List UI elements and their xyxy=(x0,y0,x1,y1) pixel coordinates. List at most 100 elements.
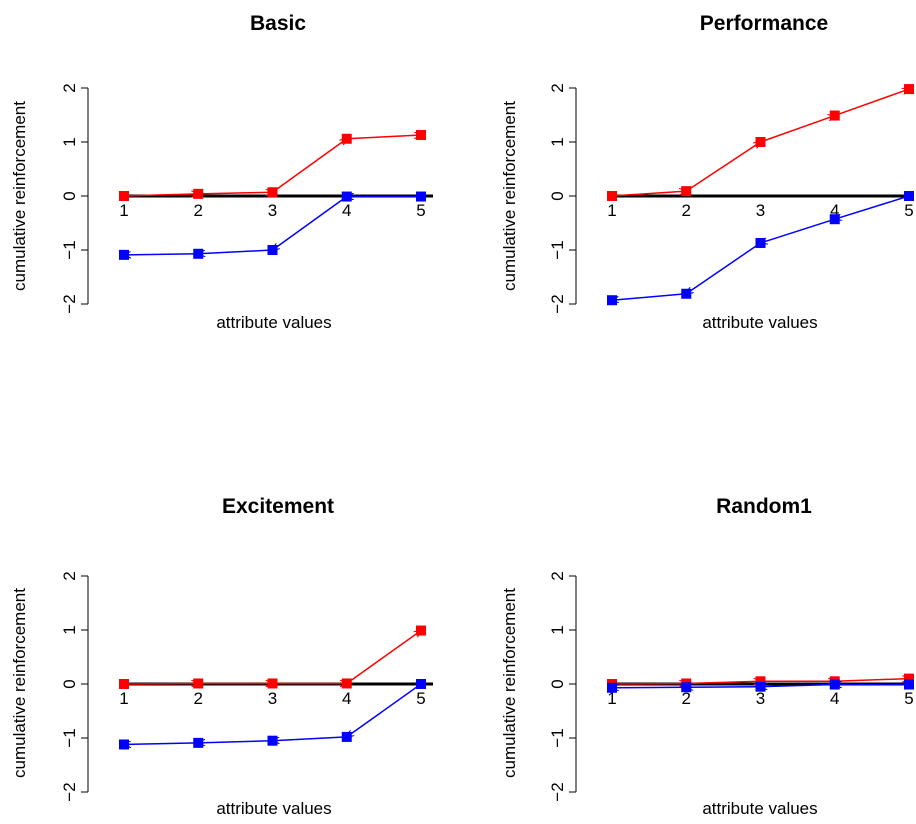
red-series-point xyxy=(416,625,426,636)
blue-series-point xyxy=(193,737,204,748)
blue-series-point xyxy=(904,679,914,690)
blue-series-point xyxy=(829,214,840,225)
red-series-point xyxy=(341,133,352,144)
red-series-point xyxy=(681,186,692,197)
y-tick-label: 1 xyxy=(548,137,567,146)
chart-title: Excitement xyxy=(222,495,334,518)
chart-panel-basic: Basic cumulative reinforcement attribute… xyxy=(10,12,433,332)
chart-title: Basic xyxy=(250,12,306,35)
y-tick-label: 0 xyxy=(548,191,567,200)
red-series-point xyxy=(193,678,204,689)
blue-series-arrow xyxy=(198,741,273,743)
blue-series-point xyxy=(341,191,352,202)
blue-series-point xyxy=(416,679,426,689)
blue-series-arrow xyxy=(761,685,835,687)
red-series-point xyxy=(193,188,204,199)
y-tick-label: 0 xyxy=(548,679,567,688)
blue-series-point xyxy=(755,681,766,692)
x-tick-label: 4 xyxy=(342,689,351,708)
blue-series-arrow xyxy=(124,254,199,255)
red-series-point xyxy=(829,110,840,121)
x-axis-label: attribute values xyxy=(216,799,331,818)
x-axis-label: attribute values xyxy=(702,313,817,332)
x-tick-label: 1 xyxy=(119,201,128,220)
x-tick-label: 2 xyxy=(682,201,691,220)
y-tick-label: −2 xyxy=(548,294,567,313)
blue-series-arrow xyxy=(198,249,273,254)
x-tick-label: 2 xyxy=(682,689,691,708)
red-series-point xyxy=(755,676,766,687)
x-tick-label: 3 xyxy=(268,201,277,220)
y-tick-label: −2 xyxy=(60,782,79,801)
y-tick-label: 0 xyxy=(60,191,79,200)
x-tick-label: 1 xyxy=(607,689,616,708)
blue-series-point xyxy=(681,288,692,299)
x-tick-label: 2 xyxy=(194,201,203,220)
red-series-point xyxy=(607,191,617,201)
blue-series-arrow xyxy=(273,195,348,250)
blue-series-arrow xyxy=(347,683,422,737)
blue-series-arrow xyxy=(124,743,199,745)
x-tick-label: 1 xyxy=(119,689,128,708)
red-series-point xyxy=(755,137,766,147)
red-series-arrow xyxy=(346,631,421,685)
x-tick-label: 5 xyxy=(904,201,913,220)
y-tick-label: −1 xyxy=(60,728,79,747)
x-tick-label: 4 xyxy=(830,689,839,708)
chart-panel-performance: Performance cumulative reinforcement att… xyxy=(500,12,914,332)
x-tick-label: 3 xyxy=(756,689,765,708)
red-series-arrow xyxy=(611,191,686,197)
blue-series-point xyxy=(267,735,278,746)
blue-series-point xyxy=(416,191,426,202)
blue-series-arrow xyxy=(686,687,761,688)
red-series-point xyxy=(341,678,352,689)
chart-panel-excitement: Excitement cumulative reinforcement attr… xyxy=(10,495,433,818)
red-series-arrow xyxy=(834,89,909,117)
x-tick-label: 2 xyxy=(194,689,203,708)
blue-series-arrow xyxy=(686,242,761,294)
y-tick-label: 2 xyxy=(60,83,79,92)
red-series-arrow xyxy=(685,142,760,192)
x-tick-label: 5 xyxy=(416,689,425,708)
chart-title: Performance xyxy=(700,12,828,35)
y-tick-label: −1 xyxy=(548,728,567,747)
x-tick-label: 3 xyxy=(756,201,765,220)
x-tick-label: 4 xyxy=(342,201,351,220)
x-tick-label: 4 xyxy=(830,201,839,220)
blue-series-arrow xyxy=(612,687,687,688)
y-axis-label: cumulative reinforcement xyxy=(10,588,29,778)
red-series-arrow xyxy=(834,679,909,682)
blue-series-arrow xyxy=(761,218,835,243)
y-tick-label: −2 xyxy=(548,782,567,801)
x-axis-label: attribute values xyxy=(702,799,817,818)
y-tick-label: 1 xyxy=(60,625,79,634)
blue-series-point xyxy=(681,682,692,693)
chart-panel-random1: Random1 cumulative reinforcement attribu… xyxy=(500,495,914,818)
blue-series-point xyxy=(904,191,914,201)
y-tick-label: 2 xyxy=(548,571,567,580)
blue-series-point xyxy=(267,245,278,255)
red-series-point xyxy=(267,187,278,198)
blue-series-point xyxy=(119,739,129,750)
red-series-arrow xyxy=(346,135,421,140)
x-tick-label: 1 xyxy=(607,201,616,220)
y-tick-label: 1 xyxy=(548,625,567,634)
red-series-point xyxy=(904,84,914,95)
x-tick-label: 5 xyxy=(416,201,425,220)
blue-series-arrow xyxy=(835,195,910,219)
blue-series-point xyxy=(193,248,204,259)
red-series-arrow xyxy=(611,683,686,684)
red-series-arrow xyxy=(686,681,760,683)
blue-series-point xyxy=(341,731,352,742)
x-tick-label: 3 xyxy=(268,689,277,708)
blue-series-point xyxy=(829,679,840,690)
blue-series-arrow xyxy=(273,736,347,741)
blue-series-arrow xyxy=(612,292,687,300)
red-series-arrow xyxy=(272,139,347,193)
chart-title: Random1 xyxy=(716,495,812,518)
red-series-arrow xyxy=(198,192,272,194)
y-tick-label: −2 xyxy=(60,294,79,313)
red-series-point xyxy=(416,129,426,140)
y-tick-label: 2 xyxy=(60,571,79,580)
